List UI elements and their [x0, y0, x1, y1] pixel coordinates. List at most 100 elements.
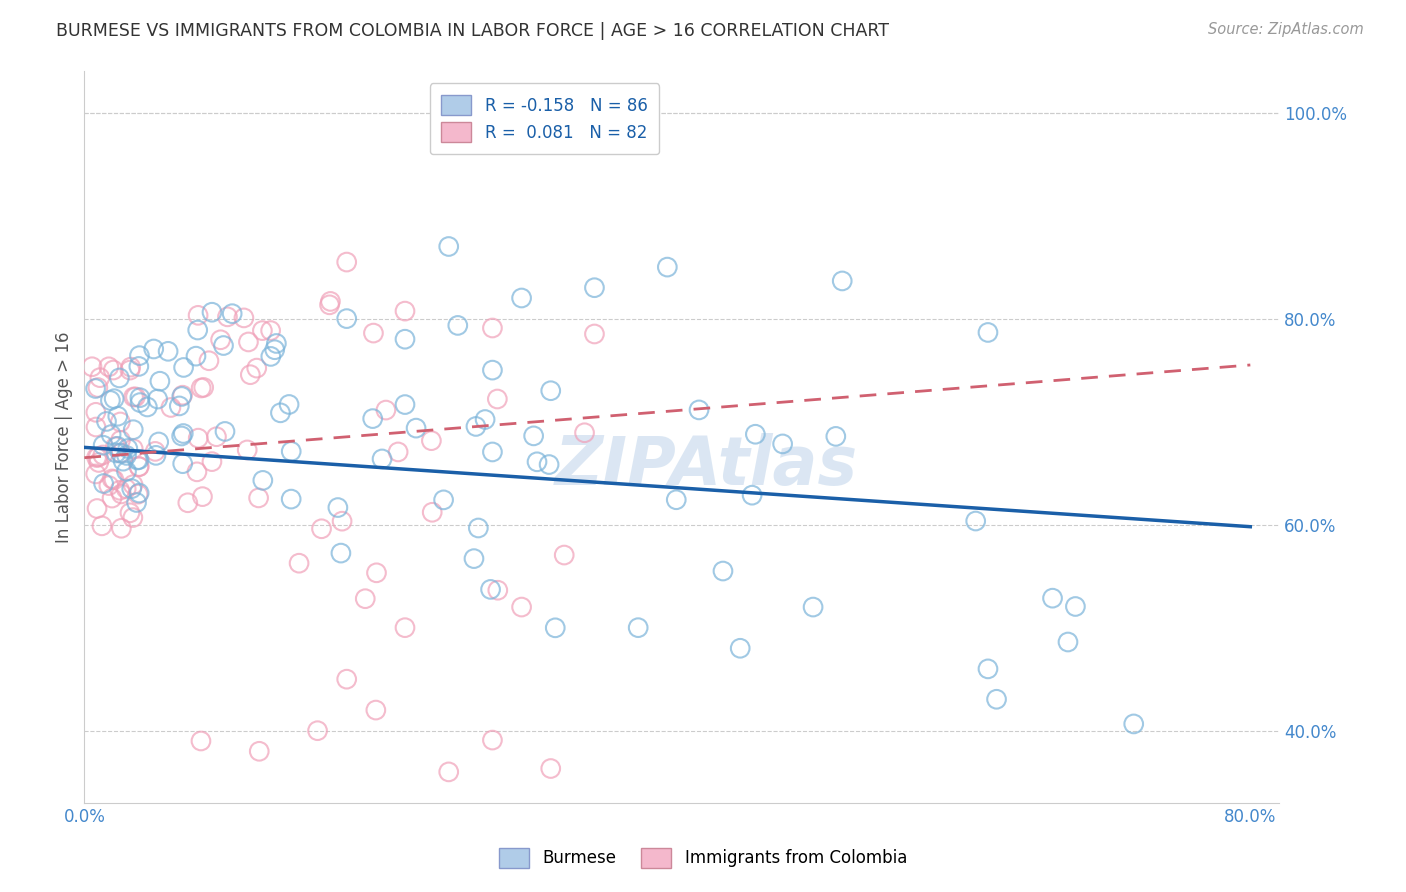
Point — [553, 548, 575, 562]
Point — [465, 419, 488, 434]
Point — [374, 403, 396, 417]
Point — [187, 323, 209, 337]
Point — [122, 477, 145, 491]
Legend: R = -0.158   N = 86, R =  0.081   N = 82: R = -0.158 N = 86, R = 0.081 N = 82 — [430, 83, 659, 154]
Point — [124, 390, 146, 404]
Point — [190, 381, 212, 395]
Point — [481, 363, 503, 377]
Point — [479, 582, 502, 597]
Point — [1064, 599, 1087, 614]
Point — [433, 492, 456, 507]
Point — [741, 488, 763, 502]
Point — [330, 514, 353, 528]
Point — [247, 744, 270, 758]
Point — [201, 305, 224, 319]
Point — [263, 343, 285, 357]
Point — [366, 566, 388, 580]
Point — [364, 703, 387, 717]
Point — [744, 427, 766, 442]
Point — [361, 411, 384, 425]
Point — [121, 510, 143, 524]
Point — [986, 692, 1008, 706]
Point — [259, 324, 281, 338]
Point — [801, 600, 824, 615]
Point — [86, 450, 108, 465]
Point — [198, 353, 221, 368]
Point — [129, 395, 152, 409]
Point — [420, 505, 443, 519]
Point — [236, 442, 259, 457]
Point — [104, 440, 127, 454]
Point — [128, 359, 150, 374]
Point — [142, 342, 165, 356]
Point — [307, 723, 329, 738]
Point — [91, 438, 114, 452]
Point — [405, 421, 427, 435]
Point — [157, 344, 180, 359]
Point — [209, 333, 232, 347]
Point — [105, 446, 128, 460]
Point — [627, 621, 650, 635]
Point — [110, 434, 132, 448]
Point — [420, 434, 443, 448]
Point — [80, 359, 103, 374]
Point — [160, 401, 183, 415]
Point — [191, 490, 214, 504]
Point — [172, 388, 194, 402]
Point — [169, 399, 191, 413]
Point — [117, 442, 139, 456]
Point — [260, 350, 283, 364]
Point — [280, 444, 302, 458]
Point — [538, 458, 561, 472]
Point — [103, 473, 125, 487]
Point — [319, 294, 342, 309]
Point — [128, 391, 150, 405]
Point — [193, 380, 215, 394]
Point — [103, 363, 125, 377]
Point — [354, 591, 377, 606]
Point — [474, 412, 496, 426]
Point — [977, 326, 1000, 340]
Point — [170, 389, 193, 403]
Point — [510, 291, 533, 305]
Point — [108, 483, 131, 498]
Point — [214, 425, 236, 439]
Point — [387, 445, 409, 459]
Point — [583, 281, 606, 295]
Point — [772, 437, 794, 451]
Point — [394, 621, 416, 635]
Point — [831, 274, 853, 288]
Legend: Burmese, Immigrants from Colombia: Burmese, Immigrants from Colombia — [492, 841, 914, 875]
Point — [96, 414, 118, 428]
Point — [108, 371, 131, 385]
Point — [87, 450, 110, 464]
Point — [121, 482, 143, 496]
Point — [125, 495, 148, 509]
Point — [101, 491, 124, 505]
Point — [544, 621, 567, 635]
Point — [481, 733, 503, 747]
Point — [90, 519, 112, 533]
Point — [711, 564, 734, 578]
Point — [107, 409, 129, 424]
Point — [101, 472, 124, 486]
Point — [118, 506, 141, 520]
Point — [238, 334, 260, 349]
Point — [173, 360, 195, 375]
Point — [665, 492, 688, 507]
Point — [1122, 717, 1144, 731]
Point — [97, 478, 120, 492]
Point — [84, 467, 107, 481]
Point — [288, 556, 311, 570]
Point — [540, 762, 562, 776]
Point — [122, 390, 145, 404]
Point — [136, 400, 159, 414]
Point — [824, 429, 846, 443]
Text: BURMESE VS IMMIGRANTS FROM COLOMBIA IN LABOR FORCE | AGE > 16 CORRELATION CHART: BURMESE VS IMMIGRANTS FROM COLOMBIA IN L… — [56, 22, 889, 40]
Point — [84, 382, 107, 396]
Point — [187, 309, 209, 323]
Point — [100, 393, 122, 408]
Point — [371, 452, 394, 467]
Point — [977, 662, 1000, 676]
Point — [336, 255, 359, 269]
